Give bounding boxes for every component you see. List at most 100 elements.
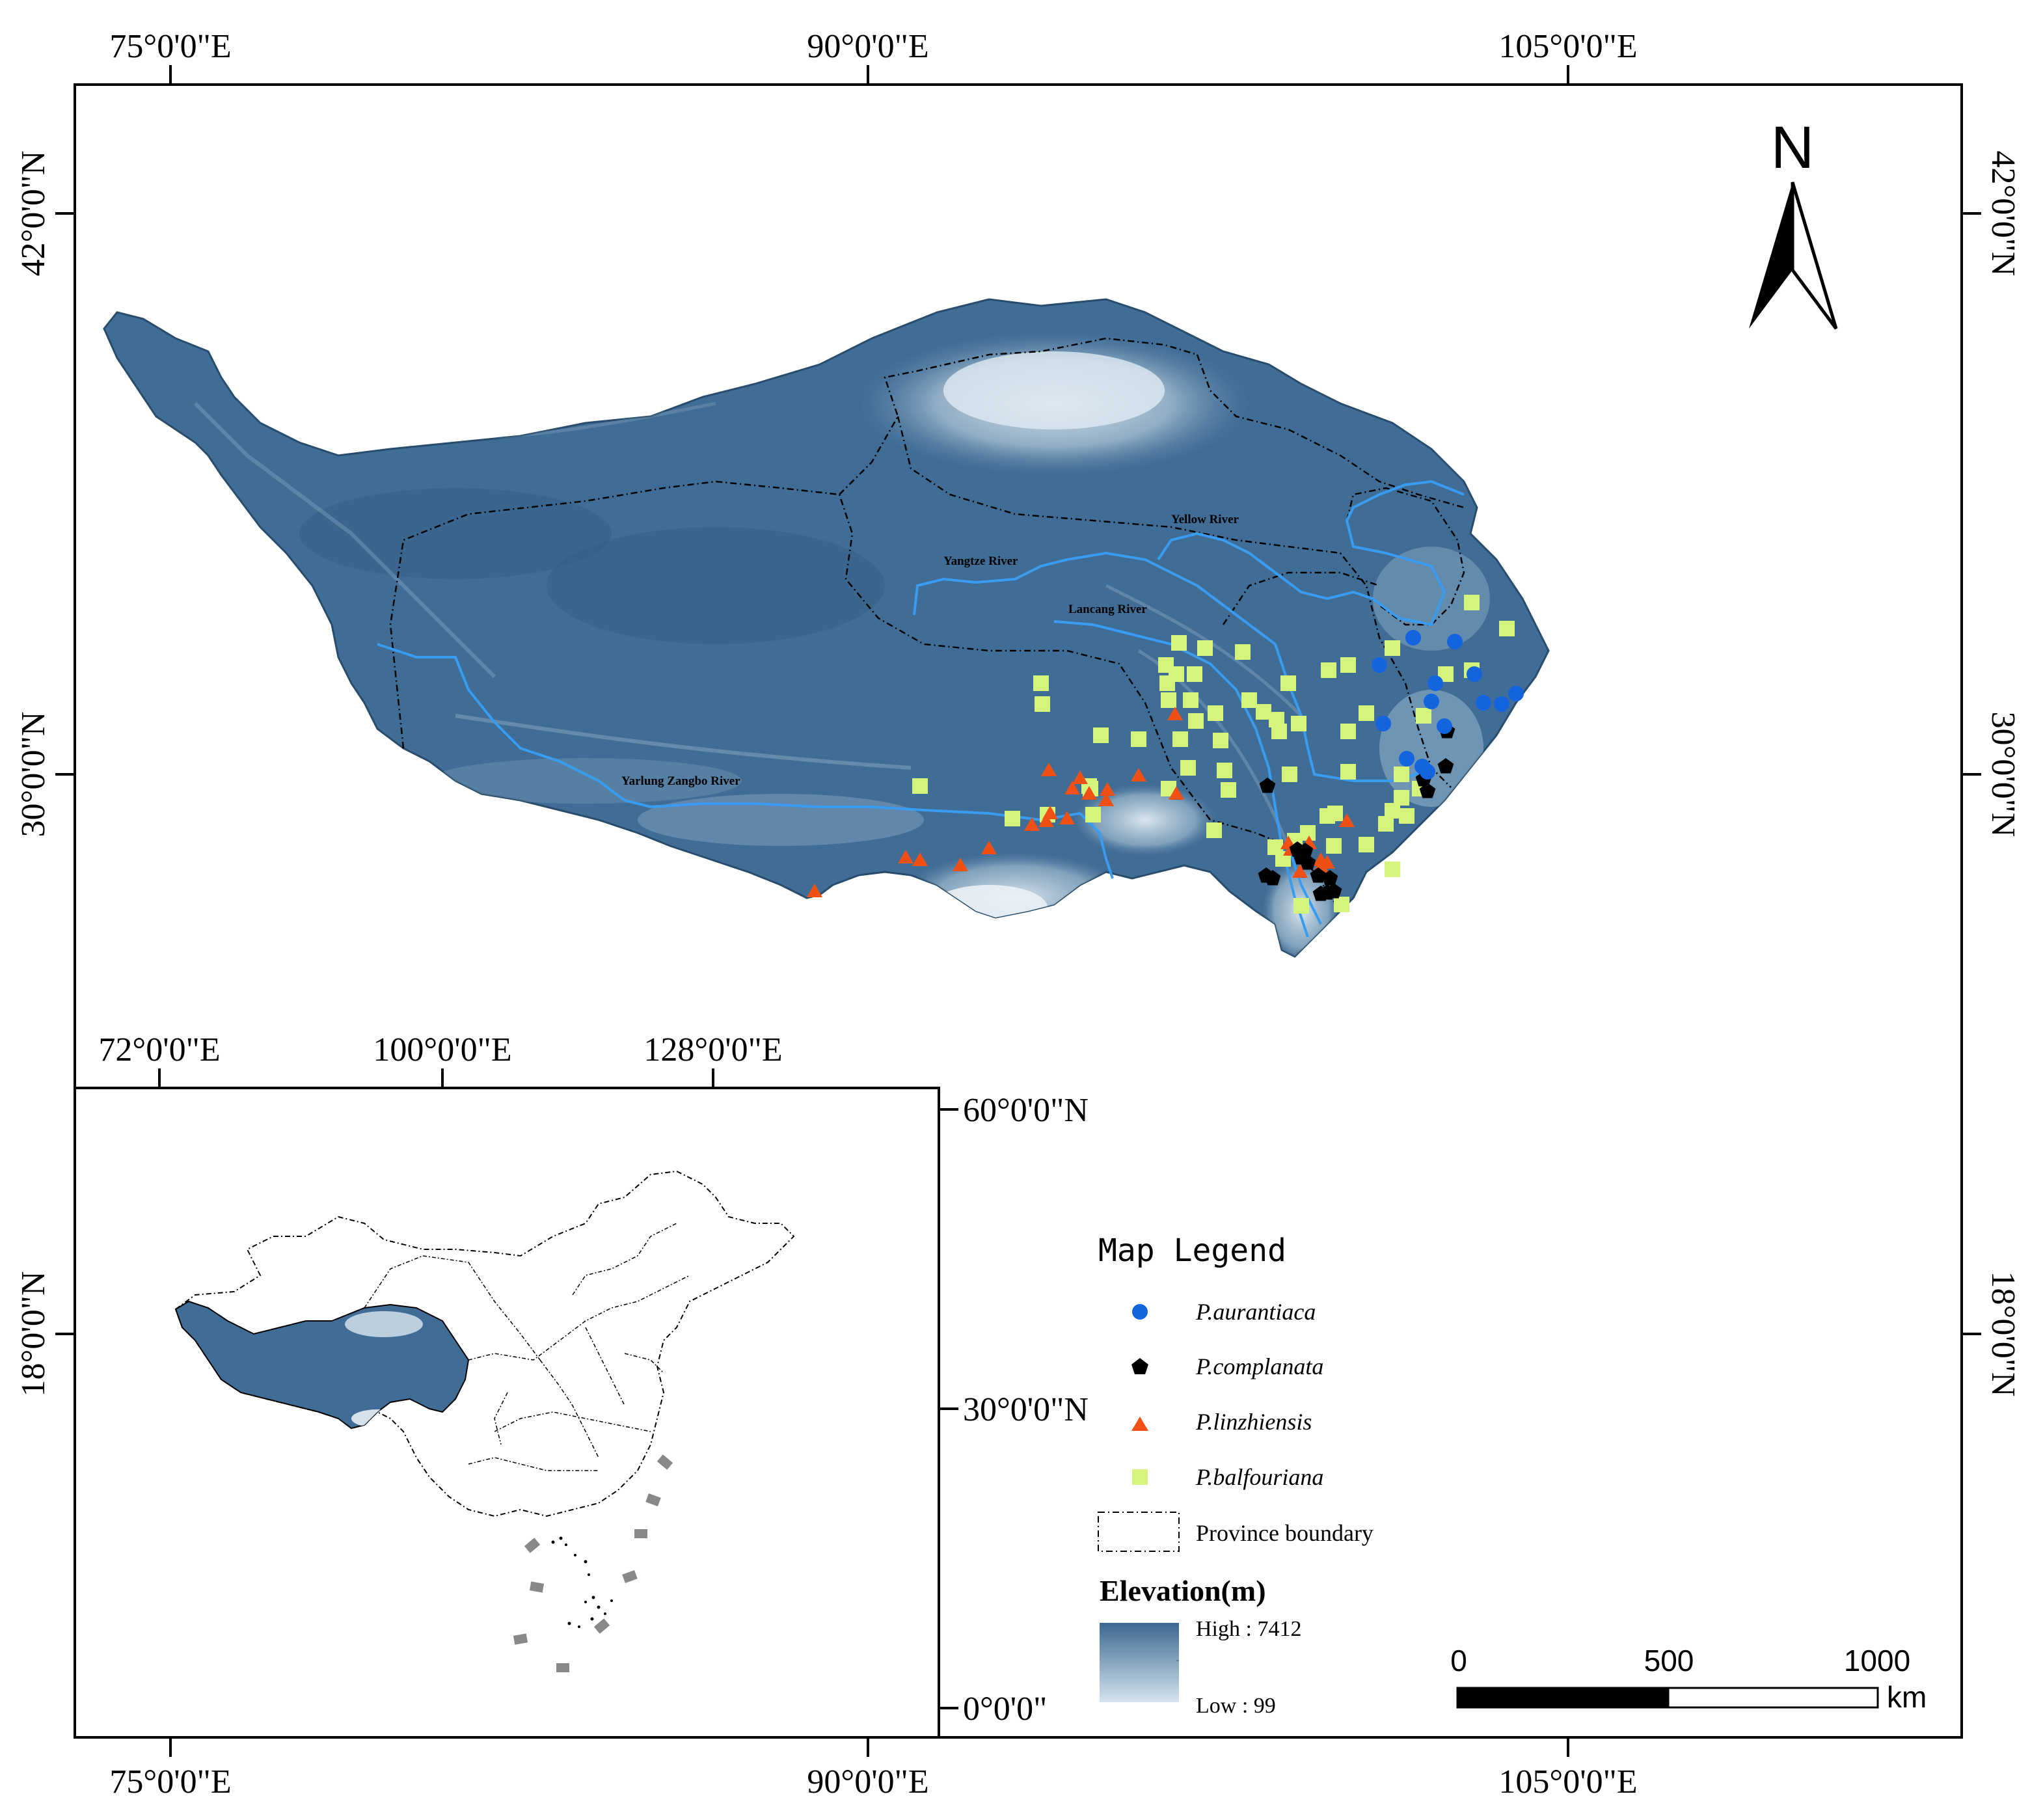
- occurrence-aurantiaca: [1424, 694, 1439, 709]
- scale-unit: km: [1887, 1680, 1927, 1714]
- occurrence-balfouriana: [1326, 838, 1342, 854]
- occurrence-balfouriana: [1208, 705, 1223, 721]
- occurrence-linzhiensis: [1169, 786, 1184, 800]
- occurrence-aurantiaca: [1467, 666, 1482, 682]
- river-yangtze: [913, 551, 1432, 782]
- occurrence-linzhiensis: [1098, 793, 1114, 806]
- legend-title: Map Legend: [1098, 1232, 1286, 1269]
- occurrence-balfouriana: [1320, 808, 1335, 824]
- occurrence-balfouriana: [1217, 763, 1232, 778]
- occurrence-balfouriana: [1188, 713, 1204, 729]
- top-axis-label-0: 75°0'0"E: [109, 28, 231, 65]
- inset-top-axis-label-0: 72°0'0"E: [98, 1031, 220, 1068]
- inset-right-axis-label-0: 60°0'0"N: [963, 1092, 1089, 1129]
- occurrence-aurantiaca: [1372, 657, 1387, 673]
- occurrence-linzhiensis: [1059, 811, 1075, 824]
- occurrence-linzhiensis: [1041, 763, 1057, 776]
- river-label-yangtze: Yangtze River: [943, 554, 1018, 568]
- occurrence-balfouriana: [1340, 764, 1356, 780]
- legend-symbol-linzhiensis: [1131, 1417, 1148, 1431]
- bottom-axis-label-1: 90°0'0"E: [807, 1763, 928, 1800]
- occurrence-balfouriana: [1359, 705, 1374, 721]
- occurrence-markers: [807, 595, 1524, 914]
- occurrence-balfouriana: [1085, 807, 1101, 822]
- occurrence-complanata: [1312, 886, 1329, 901]
- occurrence-balfouriana: [1033, 675, 1049, 691]
- left-axis-label-1: 30°0'0"N: [15, 712, 52, 837]
- legend-label-province-boundary: Province boundary: [1196, 1520, 1374, 1546]
- occurrence-balfouriana: [1197, 640, 1213, 656]
- occurrence-balfouriana: [1280, 675, 1296, 691]
- occurrence-aurantiaca: [1447, 634, 1463, 649]
- occurrence-balfouriana: [1271, 724, 1287, 739]
- occurrence-complanata: [1310, 867, 1327, 883]
- left-axis-label-0: 42°0'0"N: [15, 151, 52, 277]
- occurrence-balfouriana: [1235, 644, 1251, 660]
- occurrence-balfouriana: [1378, 816, 1394, 832]
- elevation-high-label: High : 7412: [1196, 1617, 1301, 1641]
- map-legend: Map Legend P.aurantiaca P.complanata P.l…: [1098, 1232, 1374, 1718]
- occurrence-balfouriana: [1172, 731, 1188, 747]
- river-label-yarlung: Yarlung Zangbo River: [621, 774, 740, 788]
- occurrence-complanata: [1437, 758, 1454, 774]
- occurrence-balfouriana: [1282, 767, 1297, 782]
- occurrence-balfouriana: [1187, 666, 1202, 682]
- occurrence-linzhiensis: [1131, 768, 1146, 781]
- occurrence-complanata: [1299, 854, 1316, 870]
- occurrence-linzhiensis: [953, 858, 968, 871]
- main-map-ticks: [55, 65, 1981, 1757]
- right-axis-label-1: 30°0'0"N: [1984, 712, 2022, 837]
- legend-symbol-complanata: [1131, 1358, 1148, 1374]
- bottom-axis-label-2: 105°0'0"E: [1498, 1763, 1637, 1800]
- scale-bar: 0 500 1000 km: [1450, 1644, 1927, 1714]
- occurrence-complanata: [1321, 870, 1338, 886]
- inset-right-axis-label-1: 30°0'0"N: [963, 1391, 1089, 1428]
- occurrence-balfouriana: [1334, 897, 1349, 912]
- occurrence-balfouriana: [1206, 822, 1222, 838]
- occurrence-linzhiensis: [981, 841, 997, 854]
- occurrence-linzhiensis: [1292, 864, 1308, 878]
- scale-label-500: 500: [1644, 1644, 1694, 1677]
- occurrence-balfouriana: [1180, 760, 1196, 776]
- occurrence-balfouriana: [1394, 767, 1409, 782]
- occurrence-balfouriana: [1385, 640, 1400, 656]
- occurrence-linzhiensis: [1100, 782, 1115, 796]
- occurrence-balfouriana: [1093, 727, 1109, 743]
- occurrence-linzhiensis: [807, 884, 822, 897]
- legend-label-complanata: P.complanata: [1195, 1353, 1323, 1379]
- occurrence-balfouriana: [1005, 811, 1020, 826]
- occurrence-balfouriana: [1293, 898, 1309, 914]
- occurrence-balfouriana: [1171, 635, 1187, 651]
- occurrence-aurantiaca: [1494, 696, 1509, 712]
- occurrence-balfouriana: [1131, 731, 1146, 747]
- top-axis-label-1: 90°0'0"E: [807, 28, 928, 65]
- occurrence-aurantiaca: [1428, 675, 1443, 691]
- inset-right-axis-label-2: 0°0'0": [963, 1691, 1047, 1728]
- occurrence-balfouriana: [1499, 621, 1515, 636]
- occurrence-balfouriana: [1221, 782, 1236, 798]
- occurrence-balfouriana: [1340, 657, 1356, 673]
- occurrence-balfouriana: [1359, 837, 1374, 852]
- occurrence-aurantiaca: [1399, 751, 1414, 767]
- river-label-lancang: Lancang River: [1068, 603, 1147, 616]
- elevation-gradient: [1100, 1623, 1179, 1702]
- occurrence-balfouriana: [1035, 696, 1050, 712]
- occurrence-balfouriana: [1213, 733, 1228, 748]
- occurrence-linzhiensis: [912, 852, 928, 866]
- inset-map-frame: [74, 1087, 940, 1739]
- legend-symbol-aurantiaca: [1132, 1304, 1148, 1320]
- occurrence-balfouriana: [1159, 675, 1175, 691]
- left-axis-label-2: 18°0'0"N: [15, 1271, 52, 1397]
- river-yellow: [1157, 480, 1465, 627]
- occurrence-linzhiensis: [1081, 786, 1097, 800]
- occurrence-linzhiensis: [1024, 817, 1040, 831]
- occurrence-aurantiaca: [1405, 630, 1421, 645]
- elevation-title: Elevation(m): [1100, 1574, 1266, 1607]
- occurrence-balfouriana: [1385, 862, 1400, 877]
- occurrence-balfouriana: [1183, 692, 1198, 708]
- top-axis-label-2: 105°0'0"E: [1498, 28, 1637, 65]
- occurrence-linzhiensis: [1038, 813, 1054, 827]
- legend-label-balfouriana: P.balfouriana: [1195, 1464, 1323, 1490]
- occurrence-balfouriana: [1241, 692, 1257, 708]
